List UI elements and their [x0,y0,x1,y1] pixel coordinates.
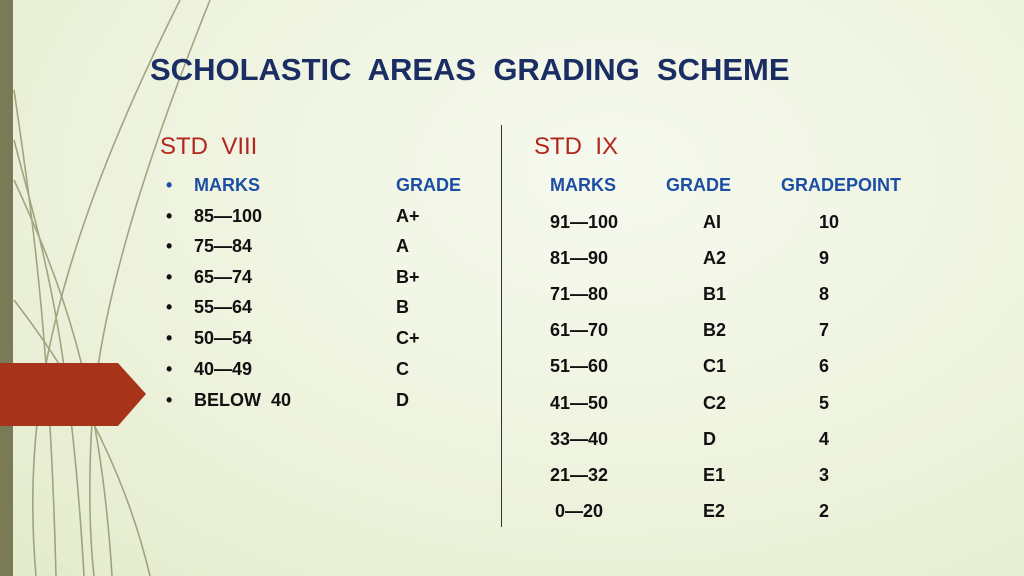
bullet-icon: • [166,267,173,287]
grade: A+ [396,206,420,226]
std9-header-row: MARKS GRADE GRADEPOINT [530,175,950,201]
table-row: 51—60 C1 6 [530,356,950,382]
grade: C2 [703,393,727,413]
bullet-icon: • [166,390,173,410]
list-item: • 55—64 B [158,297,488,323]
table-row: 81—90 A2 9 [530,248,950,274]
column-divider [501,125,502,527]
marks-range: 55—64 [194,297,253,317]
marks-range: 65—74 [194,267,253,287]
table-row: 61—70 B2 7 [530,320,950,346]
red-accent-tab [0,363,146,426]
std8-header-marks: MARKS [194,175,260,195]
marks-range: 75—84 [194,236,253,256]
bullet-icon: • [166,236,173,256]
left-accent-bar [0,0,13,576]
grade: B [396,297,409,317]
page-title: SCHOLASTIC AREAS GRADING SCHEME [150,52,790,87]
gradepoint: 6 [819,356,830,376]
marks-range: 0—20 [550,501,604,521]
list-item: • 85—100 A+ [158,206,488,232]
marks-range: 71—80 [550,284,609,304]
table-row: 41—50 C2 5 [530,393,950,419]
grade: B+ [396,267,420,287]
list-item: • 65—74 B+ [158,267,488,293]
marks-range: 50—54 [194,328,253,348]
std9-heading: STD IX [534,133,619,160]
marks-range: BELOW 40 [194,390,292,410]
grade: C [396,359,409,379]
grade: E2 [703,501,726,521]
grade: A [396,236,409,256]
std9-header-gradepoint: GRADEPOINT [781,175,902,195]
grade: A2 [703,248,727,268]
std8-header-grade: GRADE [396,175,462,195]
bullet-icon: • [166,328,173,348]
bullet-icon: • [166,175,173,195]
grade: AI [703,212,721,232]
list-item: • 75—84 A [158,236,488,262]
table-row: 91—100 AI 10 [530,212,950,238]
gradepoint: 2 [819,501,830,521]
grade: D [703,429,716,449]
table-row: 33—40 D 4 [530,429,950,455]
list-item: • BELOW 40 D [158,390,488,416]
marks-range: 21—32 [550,465,609,485]
marks-range: 41—50 [550,393,609,413]
table-row: 71—80 B1 8 [530,284,950,310]
bullet-icon: • [166,206,173,226]
gradepoint: 5 [819,393,830,413]
gradepoint: 8 [819,284,830,304]
bullet-icon: • [166,297,173,317]
table-row: 21—32 E1 3 [530,465,950,491]
gradepoint: 4 [819,429,830,449]
marks-range: 33—40 [550,429,609,449]
grade: C1 [703,356,727,376]
grade: D [396,390,409,410]
bullet-icon: • [166,359,173,379]
marks-range: 61—70 [550,320,609,340]
table-row: 0—20 E2 2 [530,501,950,527]
gradepoint: 7 [819,320,830,340]
gradepoint: 3 [819,465,830,485]
grade: E1 [703,465,726,485]
list-item: • 50—54 C+ [158,328,488,354]
std9-header-grade: GRADE [666,175,732,195]
grade: B1 [703,284,727,304]
gradepoint: 10 [819,212,840,232]
std8-header-row: • MARKS GRADE [158,175,488,201]
marks-range: 91—100 [550,212,619,232]
std9-header-marks: MARKS [550,175,616,195]
std8-heading: STD VIII [160,133,258,160]
marks-range: 85—100 [194,206,263,226]
marks-range: 51—60 [550,356,609,376]
marks-range: 40—49 [194,359,253,379]
grade: C+ [396,328,420,348]
gradepoint: 9 [819,248,830,268]
list-item: • 40—49 C [158,359,488,385]
marks-range: 81—90 [550,248,609,268]
grade: B2 [703,320,727,340]
